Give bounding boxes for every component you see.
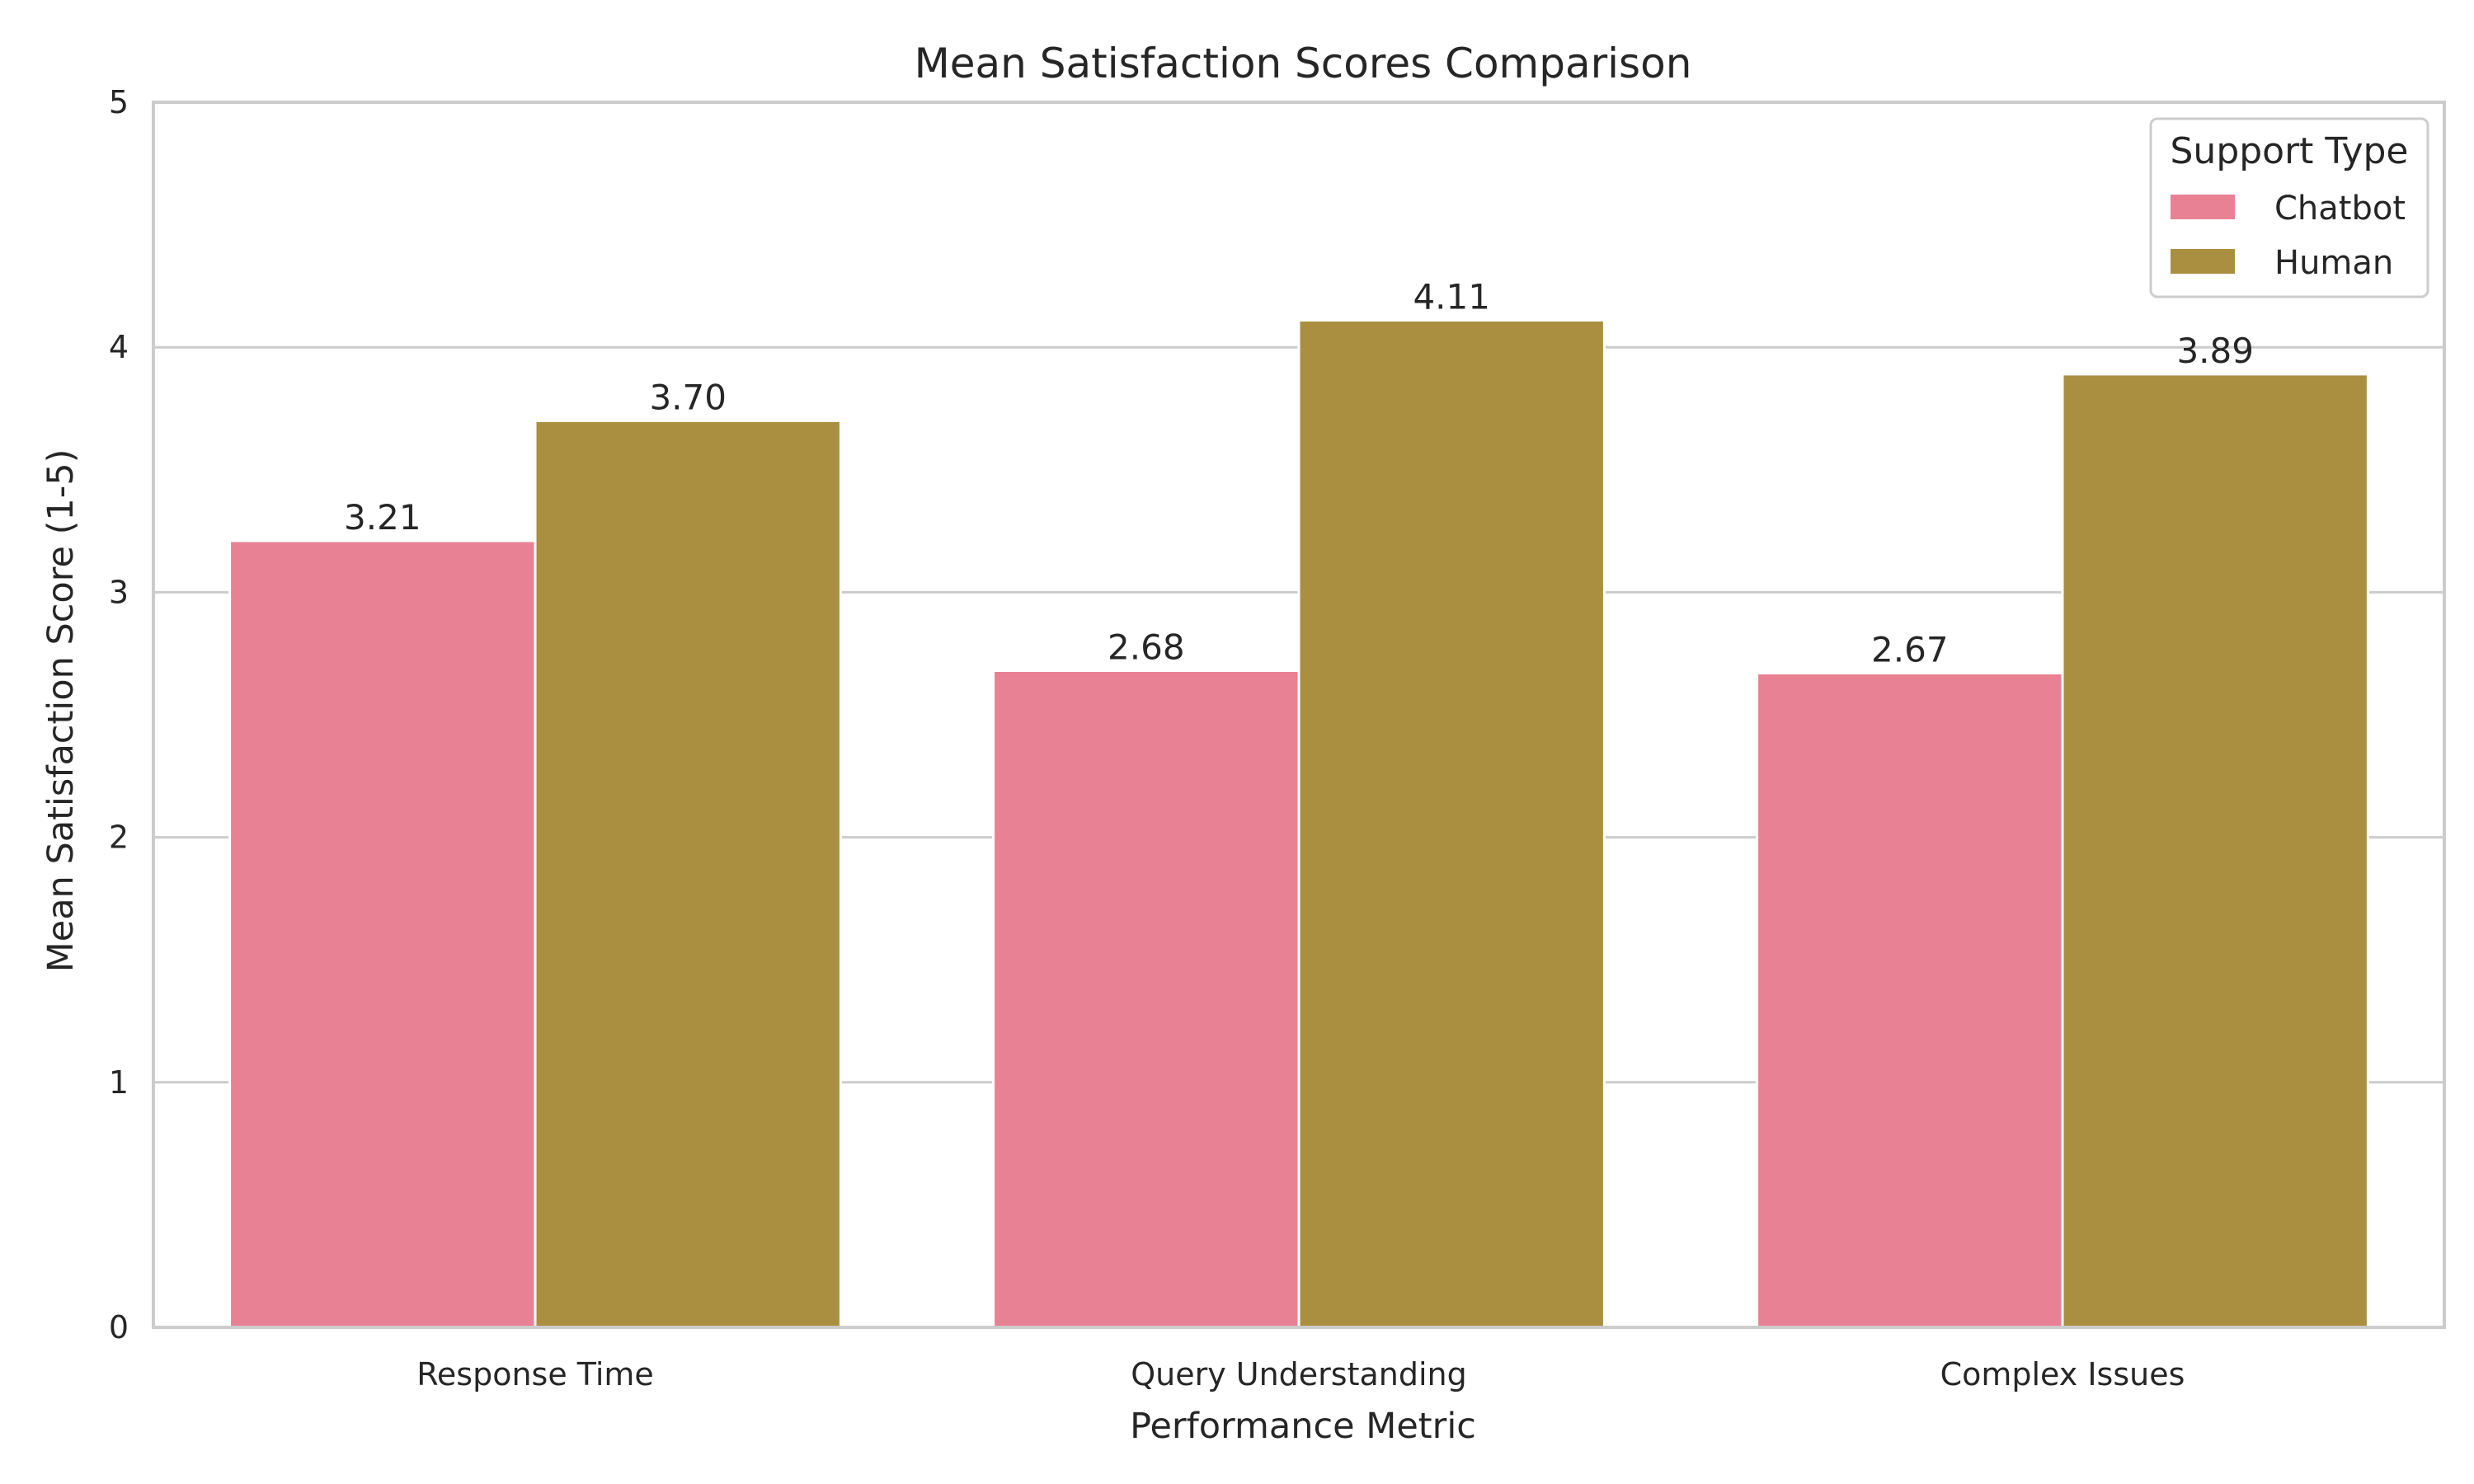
legend-title: Support Type — [2171, 130, 2409, 172]
bars — [228, 319, 2369, 1329]
bar-human-2[interactable] — [2061, 373, 2369, 1329]
legend-swatch-chatbot — [2171, 195, 2235, 219]
y-tick-label: 2 — [109, 819, 129, 856]
data-label-human: 3.70 — [649, 377, 727, 417]
data-label-chatbot: 2.68 — [1108, 627, 1185, 668]
y-tick-label: 4 — [109, 329, 129, 365]
y-tick-label: 1 — [109, 1064, 129, 1101]
data-label-chatbot: 2.67 — [1871, 629, 1949, 669]
bar-human-0[interactable] — [534, 419, 842, 1329]
legend-swatch-human — [2171, 249, 2235, 274]
y-axis-label: Mean Satisfaction Score (1-5) — [40, 449, 82, 973]
data-label-chatbot: 3.21 — [344, 497, 421, 538]
bar-chatbot-0[interactable] — [228, 539, 537, 1329]
data-label-human: 3.89 — [2176, 331, 2254, 371]
x-tick-label: Query Understanding — [1131, 1356, 1467, 1392]
bar-chatbot-2[interactable] — [1756, 671, 2064, 1329]
bar-chatbot-1[interactable] — [992, 669, 1300, 1329]
legend-items: Chatbot Human — [2171, 190, 2406, 282]
x-tick-label: Complex Issues — [1940, 1356, 2185, 1392]
x-tick-label: Response Time — [416, 1356, 654, 1392]
legend-label-chatbot: Chatbot — [2274, 190, 2406, 228]
y-tick-label: 5 — [109, 84, 129, 120]
y-tick-label: 3 — [109, 574, 129, 610]
plot-frame — [152, 101, 2446, 1329]
legend-label-human: Human — [2274, 244, 2393, 282]
y-tick-label: 0 — [109, 1309, 129, 1345]
x-tick-labels: Response Time Query Understanding Complex … — [416, 1356, 2185, 1392]
legend[interactable]: Support Type Chatbot Human — [2149, 117, 2429, 298]
y-tick-labels: 0 1 2 3 4 5 — [109, 84, 129, 1345]
data-labels: 3.21 3.70 2.68 4.11 2.67 3.89 — [344, 277, 2254, 670]
data-label-human: 4.11 — [1413, 277, 1490, 317]
chart-title: Mean Satisfaction Scores Comparison — [915, 40, 1692, 87]
x-axis-label: Performance Metric — [1130, 1406, 1476, 1447]
bar-human-1[interactable] — [1297, 319, 1606, 1329]
